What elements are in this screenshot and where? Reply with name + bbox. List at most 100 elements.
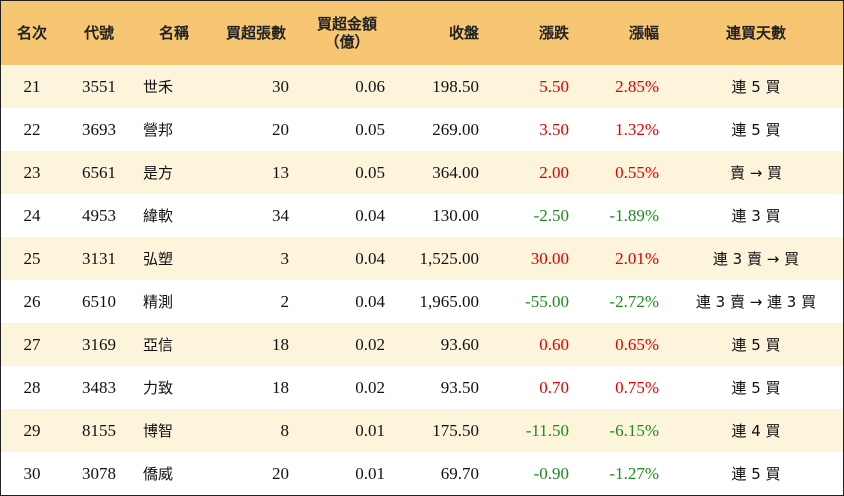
cell-name: 精測 [143,293,174,311]
cell-name: 世禾 [143,78,174,96]
cell-change: -55.00 [525,291,569,311]
cell-close: 93.60 [440,334,479,354]
table-row[interactable]: 25 3131 弘塑 3 0.04 1,525.00 30.00 2.01% 連 3 賣 → 買 [1,237,843,280]
cell-code: 8155 [82,420,116,440]
cell-change: 30.00 [530,248,569,268]
table-row[interactable]: 29 8155 博智 8 0.01 175.50 -11.50 -6.15% 連 4 買 [1,409,843,452]
header-close: 收盤 [448,24,479,42]
cell-name: 緯軟 [143,207,174,225]
header-row: 名次 代號 名稱 買超張數 買超金額 （億） 收盤 漲跌 漲幅 連買天數 [1,1,843,65]
cell-net-amount: 0.02 [355,334,385,354]
table-header: 名次 代號 名稱 買超張數 買超金額 （億） 收盤 漲跌 漲幅 連買天數 [1,1,843,65]
cell-streak: 連 5 買 [731,379,781,397]
cell-streak: 連 4 買 [731,422,781,440]
header-code: 代號 [83,24,114,42]
cell-change: -2.50 [533,205,569,225]
header-name: 名稱 [158,24,189,42]
cell-change: 0.60 [539,334,569,354]
header-net-lots: 買超張數 [225,24,286,42]
cell-net-amount: 0.04 [355,205,385,225]
cell-pct: 0.75% [615,377,659,397]
cell-code: 4953 [82,205,116,225]
cell-rank: 29 [23,420,41,440]
cell-code: 3078 [82,463,116,483]
cell-close: 269.00 [432,119,479,139]
cell-streak: 連 5 買 [731,121,781,139]
cell-net-amount: 0.05 [355,119,385,139]
cell-rank: 27 [23,334,41,354]
cell-pct: 2.85% [615,76,659,96]
cell-net-amount: 0.02 [355,377,385,397]
cell-streak: 連 3 賣 → 買 [712,250,800,268]
cell-code: 6561 [82,162,116,182]
cell-streak: 賣 → 買 [729,164,783,182]
cell-pct: -2.72% [609,291,659,311]
cell-name: 博智 [143,422,174,440]
cell-net-amount: 0.04 [355,291,385,311]
cell-rank: 21 [23,76,41,96]
cell-code: 3169 [82,334,116,354]
cell-name: 力致 [143,379,174,397]
cell-code: 3131 [82,248,116,268]
cell-net-lots: 3 [280,248,290,268]
header-net-amount: 買超金額 （億） [299,1,395,65]
cell-net-amount: 0.06 [355,76,385,96]
cell-streak: 連 5 買 [731,465,781,483]
cell-net-lots: 20 [272,119,289,139]
cell-net-amount: 0.01 [355,420,385,440]
table-row[interactable]: 28 3483 力致 18 0.02 93.50 0.70 0.75% 連 5 買 [1,366,843,409]
cell-code: 3551 [82,76,116,96]
cell-net-amount: 0.04 [355,248,385,268]
cell-code: 6510 [82,291,116,311]
cell-name: 營邦 [143,121,174,139]
cell-net-lots: 34 [272,205,289,225]
cell-rank: 22 [23,119,41,139]
header-net-amount-line1: 買超金額 [316,15,377,33]
cell-close: 175.50 [432,420,479,440]
cell-close: 93.50 [440,377,479,397]
cell-streak: 連 3 賣 → 連 3 買 [695,293,817,311]
cell-code: 3693 [82,119,116,139]
cell-close: 198.50 [432,76,479,96]
table-row[interactable]: 27 3169 亞信 18 0.02 93.60 0.60 0.65% 連 5 買 [1,323,843,366]
cell-rank: 23 [23,162,41,182]
header-pct: 漲幅 [628,24,659,42]
header-rank: 名次 [16,24,47,42]
cell-streak: 連 5 買 [731,336,781,354]
cell-streak: 連 3 買 [731,207,781,225]
cell-change: -0.90 [533,463,569,483]
cell-pct: 0.55% [615,162,659,182]
cell-name: 弘塑 [143,250,174,268]
cell-rank: 25 [23,248,41,268]
cell-close: 69.70 [440,463,479,483]
cell-code: 3483 [82,377,116,397]
table-row[interactable]: 23 6561 是方 13 0.05 364.00 2.00 0.55% 賣 → 買 [1,151,843,194]
table-row[interactable]: 24 4953 緯軟 34 0.04 130.00 -2.50 -1.89% 連 3 買 [1,194,843,237]
cell-pct: -1.27% [609,463,659,483]
cell-close: 1,965.00 [419,291,480,311]
table-row[interactable]: 26 6510 精測 2 0.04 1,965.00 -55.00 -2.72% 連 3 賣 →… [1,280,843,323]
cell-change: 2.00 [539,162,569,182]
table-body: 21 3551 世禾 30 0.06 198.50 5.50 2.85% 連 5 買 22 3693… [1,65,843,495]
cell-change: -11.50 [525,420,569,440]
cell-pct: 1.32% [615,119,659,139]
cell-change: 0.70 [539,377,569,397]
cell-net-lots: 8 [280,420,290,440]
cell-net-lots: 13 [272,162,289,182]
cell-change: 5.50 [539,76,569,96]
cell-rank: 28 [23,377,41,397]
table-row[interactable]: 22 3693 營邦 20 0.05 269.00 3.50 1.32% 連 5 買 [1,108,843,151]
header-change: 漲跌 [538,24,569,42]
header-streak: 連買天數 [725,24,786,42]
cell-net-amount: 0.01 [355,463,385,483]
cell-close: 1,525.00 [419,248,480,268]
table-row[interactable]: 21 3551 世禾 30 0.06 198.50 5.50 2.85% 連 5 買 [1,65,843,108]
cell-name: 亞信 [143,336,174,354]
cell-net-lots: 20 [272,463,289,483]
table-row[interactable]: 30 3078 僑威 20 0.01 69.70 -0.90 -1.27% 連 5 買 [1,452,843,495]
cell-pct: -1.89% [609,205,659,225]
cell-net-lots: 2 [280,291,290,311]
cell-rank: 26 [23,291,41,311]
cell-name: 是方 [143,164,174,182]
